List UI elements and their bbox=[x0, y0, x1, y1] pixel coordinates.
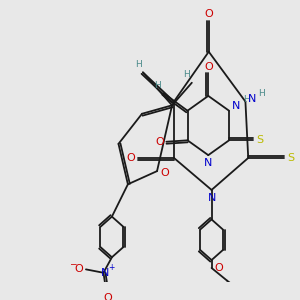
Text: N: N bbox=[208, 193, 216, 203]
Text: −: − bbox=[69, 259, 76, 268]
Text: O: O bbox=[160, 167, 169, 178]
Text: N: N bbox=[204, 158, 212, 168]
Text: S: S bbox=[287, 153, 295, 163]
Text: +: + bbox=[108, 263, 115, 272]
Text: N: N bbox=[101, 268, 109, 278]
Text: N: N bbox=[232, 100, 240, 111]
Text: H: H bbox=[243, 95, 250, 104]
Text: S: S bbox=[256, 135, 264, 145]
Text: O: O bbox=[74, 264, 83, 274]
Text: O: O bbox=[214, 263, 223, 273]
Text: O: O bbox=[103, 293, 112, 300]
Text: H: H bbox=[135, 60, 142, 69]
Text: H: H bbox=[154, 81, 161, 90]
Text: H: H bbox=[183, 70, 190, 79]
Text: O: O bbox=[155, 137, 164, 147]
Text: O: O bbox=[127, 153, 135, 163]
Text: H: H bbox=[258, 89, 265, 98]
Text: O: O bbox=[204, 10, 213, 20]
Text: N: N bbox=[248, 94, 256, 104]
Text: O: O bbox=[204, 62, 213, 72]
